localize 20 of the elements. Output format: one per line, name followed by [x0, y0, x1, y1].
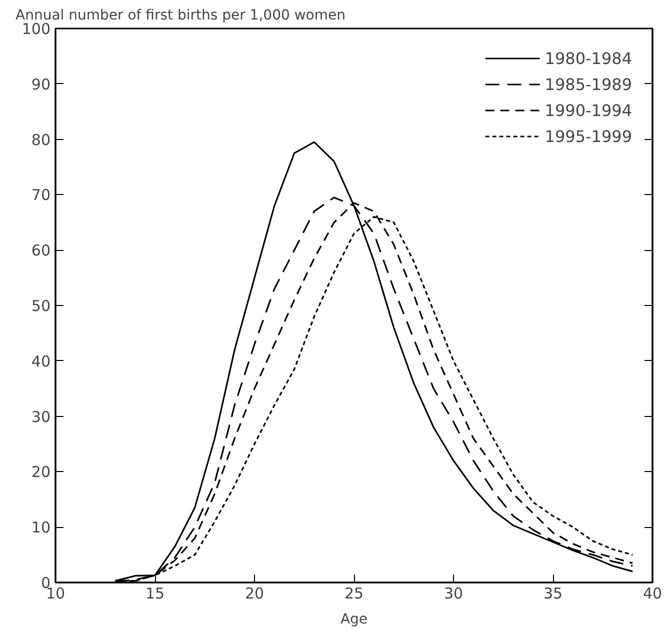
y-tick-label: 20	[31, 463, 51, 482]
x-tick-label: 35	[543, 584, 563, 602]
y-tick-label: 60	[31, 242, 51, 260]
y-tick-label: 70	[31, 186, 51, 204]
x-tick-label: 40	[642, 584, 662, 602]
x-axis-title: Age	[340, 612, 368, 628]
legend-label: 1985-1989	[544, 74, 632, 94]
legend-label: 1990-1994	[544, 100, 632, 120]
x-tick-label: 15	[145, 584, 165, 602]
legend-label: 1980-1984	[544, 48, 632, 68]
y-tick-label: 30	[31, 408, 51, 426]
x-tick-label: 25	[344, 584, 364, 602]
x-tick-label: 30	[444, 584, 464, 602]
y-tick-label: 40	[31, 352, 51, 370]
y-tick-label: 10	[31, 518, 51, 537]
y-tick-label: 90	[31, 75, 51, 94]
y-tick-label: 80	[31, 130, 51, 149]
x-tick-label: 20	[244, 584, 264, 602]
legend-label: 1995-1999	[544, 126, 632, 146]
y-tick-label: 50	[31, 297, 51, 315]
